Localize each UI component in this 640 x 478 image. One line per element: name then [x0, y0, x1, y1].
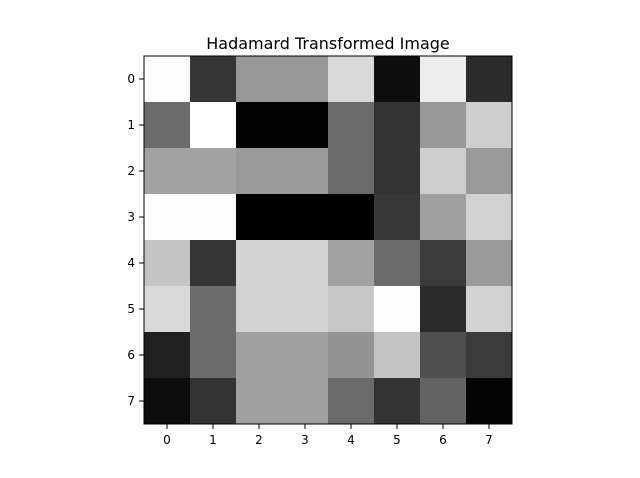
heatmap-cell-r3-c2 [236, 194, 283, 241]
heatmap-cell-r1-c1 [190, 102, 237, 149]
heatmap-cell-r5-c0 [144, 286, 191, 333]
heatmap-cell-r4-c2 [236, 240, 283, 287]
heatmap-cell-r1-c5 [374, 102, 421, 149]
x-tick-label-5: 5 [393, 433, 401, 447]
plot-frame [143, 55, 513, 425]
heatmap-cell-r4-c4 [328, 240, 375, 287]
y-tick-label-7: 7 [127, 394, 135, 408]
x-tick-label-4: 4 [347, 433, 355, 447]
heatmap-cell-r5-c2 [236, 286, 283, 333]
heatmap-cell-r5-c1 [190, 286, 237, 333]
heatmap-cell-r4-c0 [144, 240, 191, 287]
heatmap-cell-r1-c4 [328, 102, 375, 149]
heatmap-cell-r4-c1 [190, 240, 237, 287]
heatmap-cell-r7-c1 [190, 378, 237, 425]
heatmap-cell-r1-c7 [466, 102, 513, 149]
heatmap-cell-r0-c0 [144, 56, 191, 103]
heatmap-cell-r7-c7 [466, 378, 513, 425]
y-axis: 0 1 2 3 4 5 6 7 [127, 72, 144, 408]
heatmap-cell-r3-c0 [144, 194, 191, 241]
heatmap-cell-r4-c3 [282, 240, 329, 287]
heatmap-cell-r3-c6 [420, 194, 467, 241]
y-tick-label-3: 3 [127, 210, 135, 224]
heatmap-cell-r6-c6 [420, 332, 467, 379]
heatmap-cell-r0-c6 [420, 56, 467, 103]
heatmap-cell-r2-c0 [144, 148, 191, 195]
heatmap-cell-r4-c5 [374, 240, 421, 287]
heatmap-cell-r5-c6 [420, 286, 467, 333]
heatmap-cell-r2-c2 [236, 148, 283, 195]
heatmap-cell-r0-c5 [374, 56, 421, 103]
heatmap-cell-r7-c6 [420, 378, 467, 425]
heatmap-cell-r6-c3 [282, 332, 329, 379]
heatmap-cell-r2-c1 [190, 148, 237, 195]
heatmap-cell-r4-c7 [466, 240, 513, 287]
heatmap-cell-r2-c7 [466, 148, 513, 195]
heatmap-cell-r5-c5 [374, 286, 421, 333]
heatmap-cell-r1-c6 [420, 102, 467, 149]
heatmap-cell-r0-c1 [190, 56, 237, 103]
x-tick-label-1: 1 [209, 433, 217, 447]
y-tick-label-4: 4 [127, 256, 135, 270]
heatmap-cell-r5-c3 [282, 286, 329, 333]
heatmap-cell-r6-c0 [144, 332, 191, 379]
heatmap-cell-r1-c0 [144, 102, 191, 149]
heatmap-cell-r3-c4 [328, 194, 375, 241]
heatmap-cell-r1-c2 [236, 102, 283, 149]
y-tick-label-5: 5 [127, 302, 135, 316]
heatmap-cell-r3-c7 [466, 194, 513, 241]
heatmap-cell-r6-c1 [190, 332, 237, 379]
x-tick-label-3: 3 [301, 433, 309, 447]
heatmap-cell-r3-c3 [282, 194, 329, 241]
heatmap-cell-r7-c4 [328, 378, 375, 425]
x-axis: 0 1 2 3 4 5 6 7 [163, 424, 493, 447]
y-tick-label-0: 0 [127, 72, 135, 86]
x-tick-label-6: 6 [439, 433, 447, 447]
heatmap-cell-r4-c6 [420, 240, 467, 287]
heatmap-cell-r2-c4 [328, 148, 375, 195]
heatmap-cell-r6-c5 [374, 332, 421, 379]
heatmap-cell-r0-c7 [466, 56, 513, 103]
heatmap-cell-r7-c5 [374, 378, 421, 425]
heatmap-cell-r7-c0 [144, 378, 191, 425]
heatmap-cell-r0-c4 [328, 56, 375, 103]
y-tick-label-1: 1 [127, 118, 135, 132]
heatmap-cell-r2-c6 [420, 148, 467, 195]
x-tick-label-2: 2 [255, 433, 263, 447]
heatmap-cell-r6-c4 [328, 332, 375, 379]
chart-title: Hadamard Transformed Image [206, 34, 450, 53]
heatmap-cell-r0-c2 [236, 56, 283, 103]
y-tick-label-2: 2 [127, 164, 135, 178]
heatmap-cells [144, 56, 513, 425]
heatmap-cell-r6-c7 [466, 332, 513, 379]
heatmap-cell-r3-c1 [190, 194, 237, 241]
heatmap-cell-r7-c3 [282, 378, 329, 425]
heatmap-cell-r3-c5 [374, 194, 421, 241]
heatmap-cell-r6-c2 [236, 332, 283, 379]
heatmap-cell-r5-c7 [466, 286, 513, 333]
heatmap-cell-r7-c2 [236, 378, 283, 425]
y-tick-label-6: 6 [127, 348, 135, 362]
heatmap-cell-r0-c3 [282, 56, 329, 103]
heatmap-cell-r5-c4 [328, 286, 375, 333]
heatmap-cell-r1-c3 [282, 102, 329, 149]
heatmap-cell-r2-c5 [374, 148, 421, 195]
heatmap-cell-r2-c3 [282, 148, 329, 195]
x-tick-label-0: 0 [163, 433, 171, 447]
x-tick-label-7: 7 [485, 433, 493, 447]
